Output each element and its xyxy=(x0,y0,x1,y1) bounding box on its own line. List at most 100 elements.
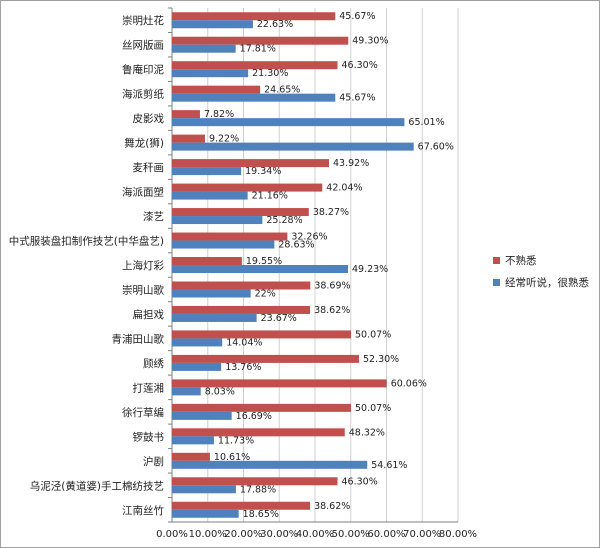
x-tick-label: 80.00% xyxy=(439,529,477,540)
bar-series-2 xyxy=(172,265,348,273)
category-label: 海派剪纸 xyxy=(122,88,164,101)
category-label: 皮影戏 xyxy=(133,112,165,125)
bar-series-1 xyxy=(172,330,352,339)
x-tick-label: 10.00% xyxy=(189,529,227,540)
data-label: 43.92% xyxy=(333,158,369,169)
legend-swatch xyxy=(493,279,500,286)
bar-series-1 xyxy=(172,403,352,412)
bar-series-2 xyxy=(172,20,253,29)
data-label: 19.34% xyxy=(245,166,281,177)
data-label: 25.28% xyxy=(266,215,302,226)
data-label: 38.27% xyxy=(313,207,349,218)
bar-series-1 xyxy=(172,354,359,363)
bar-series-2 xyxy=(172,167,242,176)
data-label: 22.63% xyxy=(257,19,293,30)
bar-series-2 xyxy=(172,338,223,347)
data-label: 46.30% xyxy=(342,60,378,71)
data-label: 8.03% xyxy=(205,386,235,397)
bar-series-2 xyxy=(172,411,232,420)
data-label: 17.81% xyxy=(240,44,276,55)
bar-series-2 xyxy=(172,142,414,151)
category-label: 徐行草编 xyxy=(122,406,164,419)
x-tick-label: 0.00% xyxy=(156,529,188,540)
bar-series-1 xyxy=(172,501,311,510)
data-label: 46.30% xyxy=(342,476,378,487)
bar-series-1 xyxy=(172,257,242,265)
bar-series-2 xyxy=(172,509,239,518)
data-label: 42.04% xyxy=(326,183,362,194)
bar-series-2 xyxy=(172,216,263,225)
bar-series-1 xyxy=(172,428,345,437)
bar-series-2 xyxy=(172,118,405,127)
data-label: 24.65% xyxy=(264,85,300,96)
category-label: 舞龙(狮) xyxy=(124,137,164,150)
bar-series-1 xyxy=(172,12,336,21)
bar-series-1 xyxy=(172,159,330,168)
x-tick-label: 60.00% xyxy=(367,529,405,540)
x-tick-label: 40.00% xyxy=(296,529,334,540)
data-label: 38.62% xyxy=(314,305,350,316)
category-label: 崇明灶花 xyxy=(122,14,164,27)
data-label: 49.23% xyxy=(352,264,388,275)
bar-series-1 xyxy=(172,379,387,388)
x-tick-label: 20.00% xyxy=(224,529,262,540)
data-label: 14.04% xyxy=(226,337,262,348)
category-label: 上海灯彩 xyxy=(122,259,164,272)
data-label: 38.62% xyxy=(314,501,350,512)
data-label: 9.22% xyxy=(209,134,239,145)
data-label: 7.82% xyxy=(204,109,234,120)
bar-series-1 xyxy=(172,85,261,94)
bar-series-1 xyxy=(172,281,311,290)
bar-series-1 xyxy=(172,61,338,70)
bar-series-2 xyxy=(172,289,251,298)
data-label: 21.16% xyxy=(252,191,288,202)
data-label: 48.32% xyxy=(349,427,385,438)
data-label: 65.01% xyxy=(408,117,444,128)
data-label: 22% xyxy=(255,288,276,299)
data-label: 17.88% xyxy=(240,484,276,495)
bar-series-2 xyxy=(172,69,249,78)
bar-series-2 xyxy=(172,313,257,322)
data-label: 23.67% xyxy=(261,313,297,324)
data-label: 50.07% xyxy=(355,403,391,414)
bar-series-2 xyxy=(172,485,236,494)
x-tick-label: 70.00% xyxy=(403,529,441,540)
bar-series-1 xyxy=(172,305,311,314)
category-label: 打莲湘 xyxy=(133,381,165,394)
bar-series-1 xyxy=(172,477,338,486)
bar-series-1 xyxy=(172,208,309,217)
bar-series-1 xyxy=(172,36,349,45)
bar-series-2 xyxy=(172,460,368,469)
category-label: 扁担戏 xyxy=(133,308,165,321)
category-label: 乌泥泾(黄道婆)手工棉纺技艺 xyxy=(30,479,164,492)
legend-swatch xyxy=(493,257,500,264)
data-label: 10.61% xyxy=(214,452,250,463)
data-label: 28.63% xyxy=(278,240,314,251)
category-label: 青浦田山歌 xyxy=(112,332,165,345)
category-label: 漆艺 xyxy=(143,210,164,223)
category-label: 顾绣 xyxy=(143,357,164,370)
category-label: 鲁庵印泥 xyxy=(122,63,164,76)
bar-series-1 xyxy=(172,232,288,241)
data-label: 54.61% xyxy=(371,460,407,471)
category-label: 丝网版画 xyxy=(122,39,164,52)
bar-series-2 xyxy=(172,436,214,445)
data-label: 60.06% xyxy=(391,378,427,389)
category-label: 锣鼓书 xyxy=(133,430,165,443)
data-label: 19.55% xyxy=(246,256,282,267)
bar-series-1 xyxy=(172,134,205,143)
data-label: 21.30% xyxy=(252,68,288,79)
bar-series-2 xyxy=(172,240,275,249)
bar-series-2 xyxy=(172,191,248,200)
legend-label: 经常听说，很熟悉 xyxy=(505,276,589,289)
bar-series-2 xyxy=(172,44,236,53)
data-label: 52.30% xyxy=(363,354,399,365)
data-label: 11.73% xyxy=(218,435,254,446)
data-label: 67.60% xyxy=(418,142,454,153)
bar-series-2 xyxy=(172,362,222,371)
data-label: 38.69% xyxy=(314,280,350,291)
data-label: 50.07% xyxy=(355,329,391,340)
x-tick-label: 50.00% xyxy=(332,529,370,540)
bar-series-1 xyxy=(172,452,210,461)
